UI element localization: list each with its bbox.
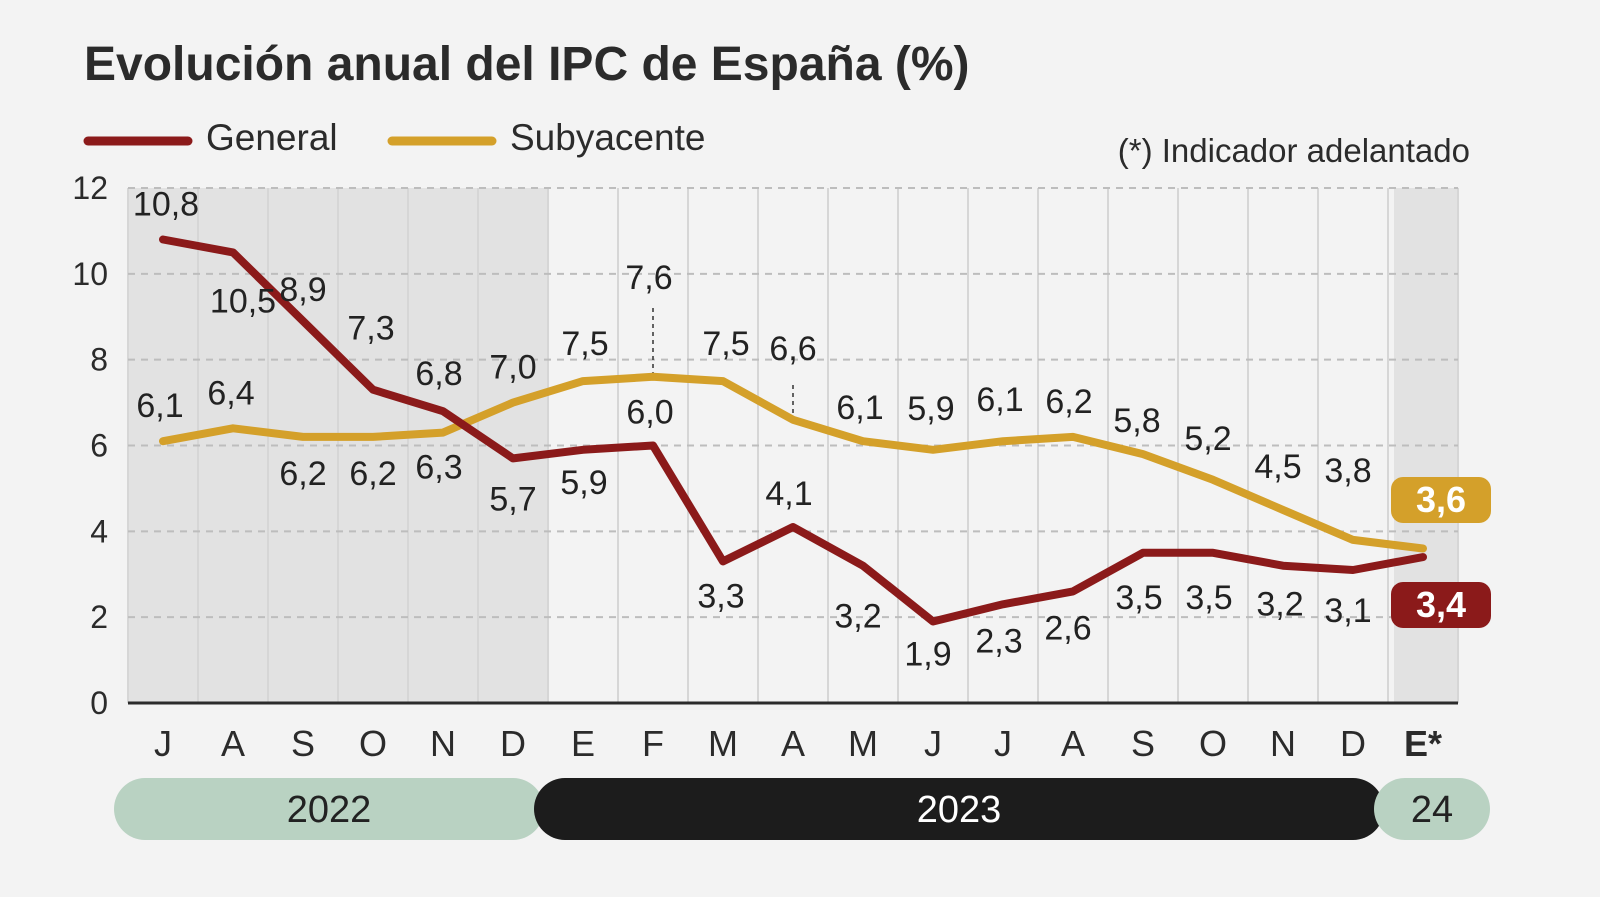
x-tick-label: J — [994, 723, 1012, 764]
y-tick-label: 6 — [90, 428, 108, 464]
data-label-general: 1,9 — [904, 635, 951, 673]
year-label-24: 24 — [1411, 789, 1453, 831]
data-label-subyacente: 7,0 — [489, 349, 536, 387]
data-label-subyacente: 6,1 — [136, 387, 183, 425]
x-tick-label: D — [500, 723, 526, 764]
x-tick-label: J — [154, 723, 172, 764]
footnote: (*) Indicador adelantado — [1118, 132, 1470, 169]
legend: General Subyacente — [83, 117, 705, 158]
data-label-subyacente: 6,6 — [769, 330, 816, 368]
data-label-subyacente: 5,8 — [1113, 402, 1160, 440]
series-line-subyacente — [159, 372, 1427, 553]
x-tick-label: M — [848, 723, 878, 764]
data-label-subyacente: 6,2 — [279, 455, 326, 493]
data-label-subyacente: 7,6 — [625, 259, 672, 297]
y-tick-label: 8 — [90, 342, 108, 378]
x-tick-label: M — [708, 723, 738, 764]
data-label-subyacente: 5,9 — [907, 390, 954, 428]
series-line-general — [159, 235, 1427, 626]
y-tick-label: 10 — [72, 256, 108, 292]
data-label-general: 3,5 — [1185, 579, 1232, 617]
year-band-2022 — [114, 778, 544, 840]
data-label-general: 5,9 — [560, 464, 607, 502]
x-tick-label: N — [1270, 723, 1296, 764]
x-tick-label: F — [642, 723, 664, 764]
data-label-general: 3,1 — [1324, 592, 1371, 630]
chart-title: Evolución anual del IPC de España (%) — [84, 38, 970, 91]
year-band-2023 — [534, 778, 1384, 840]
data-label-subyacente: 6,2 — [349, 455, 396, 493]
x-tick-label: D — [1340, 723, 1366, 764]
x-tick-label: J — [924, 723, 942, 764]
data-label-subyacente: 6,1 — [976, 381, 1023, 419]
data-label-subyacente: 5,2 — [1184, 420, 1231, 458]
x-tick-label: A — [1061, 723, 1085, 764]
end-label-general: 3,4 — [1416, 584, 1466, 625]
data-label-general: 6,8 — [415, 355, 462, 393]
data-label-subyacente: 6,4 — [207, 374, 254, 412]
data-label-general: 3,5 — [1115, 579, 1162, 617]
x-tick-label: N — [430, 723, 456, 764]
data-label-general: 4,1 — [765, 475, 812, 513]
year-band-24 — [1374, 778, 1490, 840]
data-label-subyacente: 6,2 — [1045, 383, 1092, 421]
data-label-general: 2,3 — [975, 622, 1022, 660]
data-label-general: 7,3 — [347, 310, 394, 348]
data-labels: 10,8 10,5 8,9 7,3 6,8 5,7 5,9 6,0 3,3 4,1 3,2 1,9 2,… — [133, 186, 1491, 673]
end-badge-subyacente — [1391, 477, 1491, 523]
series-lines — [159, 235, 1427, 626]
data-label-general: 10,5 — [210, 282, 276, 320]
data-label-general: 3,3 — [697, 577, 744, 615]
data-label-general: 3,2 — [834, 598, 881, 636]
y-tick-label: 12 — [72, 170, 108, 206]
gridlines — [127, 187, 1459, 703]
y-tick-label: 0 — [90, 685, 108, 721]
end-badge-general — [1391, 582, 1491, 628]
data-label-subyacente: 4,5 — [1254, 448, 1301, 486]
data-label-general: 3,2 — [1256, 586, 1303, 624]
x-tick-label: O — [359, 723, 387, 764]
y-tick-label: 2 — [90, 599, 108, 635]
data-label-subyacente: 7,5 — [561, 325, 608, 363]
year-bands: 2022 2023 24 — [114, 778, 1490, 840]
leader-lines — [652, 308, 794, 416]
year-label-2023: 2023 — [917, 789, 1002, 831]
y-tick-label: 4 — [90, 513, 108, 549]
x-tick-label: E* — [1404, 723, 1442, 764]
x-tick-label: E — [571, 723, 595, 764]
y-axis: 0 2 4 6 8 10 12 — [72, 170, 108, 721]
x-tick-label: S — [291, 723, 315, 764]
data-label-subyacente: 7,5 — [702, 325, 749, 363]
data-label-subyacente: 3,8 — [1324, 452, 1371, 490]
data-label-general: 2,6 — [1044, 609, 1091, 647]
data-label-subyacente: 6,1 — [836, 389, 883, 427]
data-label-general: 6,0 — [626, 394, 673, 432]
legend-label-subyacente: Subyacente — [510, 117, 705, 158]
year-label-2022: 2022 — [287, 789, 372, 831]
x-tick-label: S — [1131, 723, 1155, 764]
x-tick-label: O — [1199, 723, 1227, 764]
x-axis: J A S O N D E F M A M J J A S O N D E* — [128, 701, 1458, 764]
legend-label-general: General — [206, 117, 338, 158]
x-tick-label: A — [781, 723, 805, 764]
data-label-general: 5,7 — [489, 480, 536, 518]
end-label-subyacente: 3,6 — [1416, 479, 1466, 520]
data-label-subyacente: 6,3 — [415, 449, 462, 487]
data-label-general: 8,9 — [279, 271, 326, 309]
data-label-general: 10,8 — [133, 186, 199, 224]
x-tick-label: A — [221, 723, 245, 764]
